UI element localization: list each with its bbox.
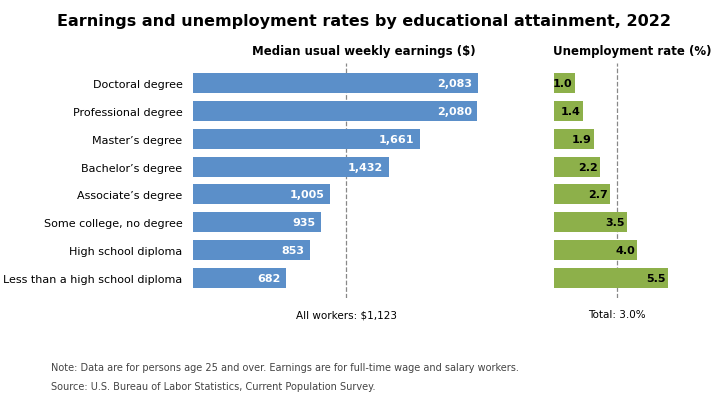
- Text: 2.7: 2.7: [588, 190, 608, 200]
- Bar: [193, 74, 478, 94]
- Bar: [555, 240, 637, 260]
- Text: 1,005: 1,005: [290, 190, 325, 200]
- Bar: [193, 185, 331, 205]
- Bar: [193, 102, 478, 122]
- Text: Note: Data are for persons age 25 and over. Earnings are for full-time wage and : Note: Data are for persons age 25 and ov…: [51, 362, 519, 372]
- Bar: [193, 240, 309, 260]
- Text: Earnings and unemployment rates by educational attainment, 2022: Earnings and unemployment rates by educa…: [57, 14, 671, 29]
- Title: Unemployment rate (%): Unemployment rate (%): [553, 45, 711, 58]
- Bar: [193, 268, 286, 288]
- Text: 2,083: 2,083: [437, 79, 472, 89]
- Text: 1,432: 1,432: [348, 162, 383, 172]
- Text: 1.4: 1.4: [561, 107, 581, 117]
- Bar: [193, 130, 420, 149]
- Bar: [555, 268, 668, 288]
- Bar: [555, 213, 627, 232]
- Title: Median usual weekly earnings ($): Median usual weekly earnings ($): [252, 45, 475, 58]
- Bar: [555, 102, 583, 122]
- Bar: [555, 74, 575, 94]
- Text: 1,661: 1,661: [379, 135, 414, 144]
- Text: Total: 3.0%: Total: 3.0%: [587, 310, 646, 319]
- Text: All workers: $1,123: All workers: $1,123: [296, 310, 397, 319]
- Bar: [555, 185, 610, 205]
- Text: 682: 682: [257, 273, 281, 283]
- Text: 1.0: 1.0: [553, 79, 573, 89]
- Text: 5.5: 5.5: [646, 273, 666, 283]
- Text: 935: 935: [292, 218, 315, 227]
- Bar: [555, 157, 600, 177]
- Text: 2.2: 2.2: [578, 162, 598, 172]
- Bar: [193, 157, 389, 177]
- Bar: [555, 130, 594, 149]
- Text: 3.5: 3.5: [605, 218, 625, 227]
- Text: 853: 853: [281, 245, 304, 255]
- Text: Source: U.S. Bureau of Labor Statistics, Current Population Survey.: Source: U.S. Bureau of Labor Statistics,…: [51, 381, 376, 391]
- Text: 1.9: 1.9: [571, 135, 591, 144]
- Bar: [193, 213, 321, 232]
- Text: 4.0: 4.0: [615, 245, 635, 255]
- Text: 2,080: 2,080: [437, 107, 472, 117]
